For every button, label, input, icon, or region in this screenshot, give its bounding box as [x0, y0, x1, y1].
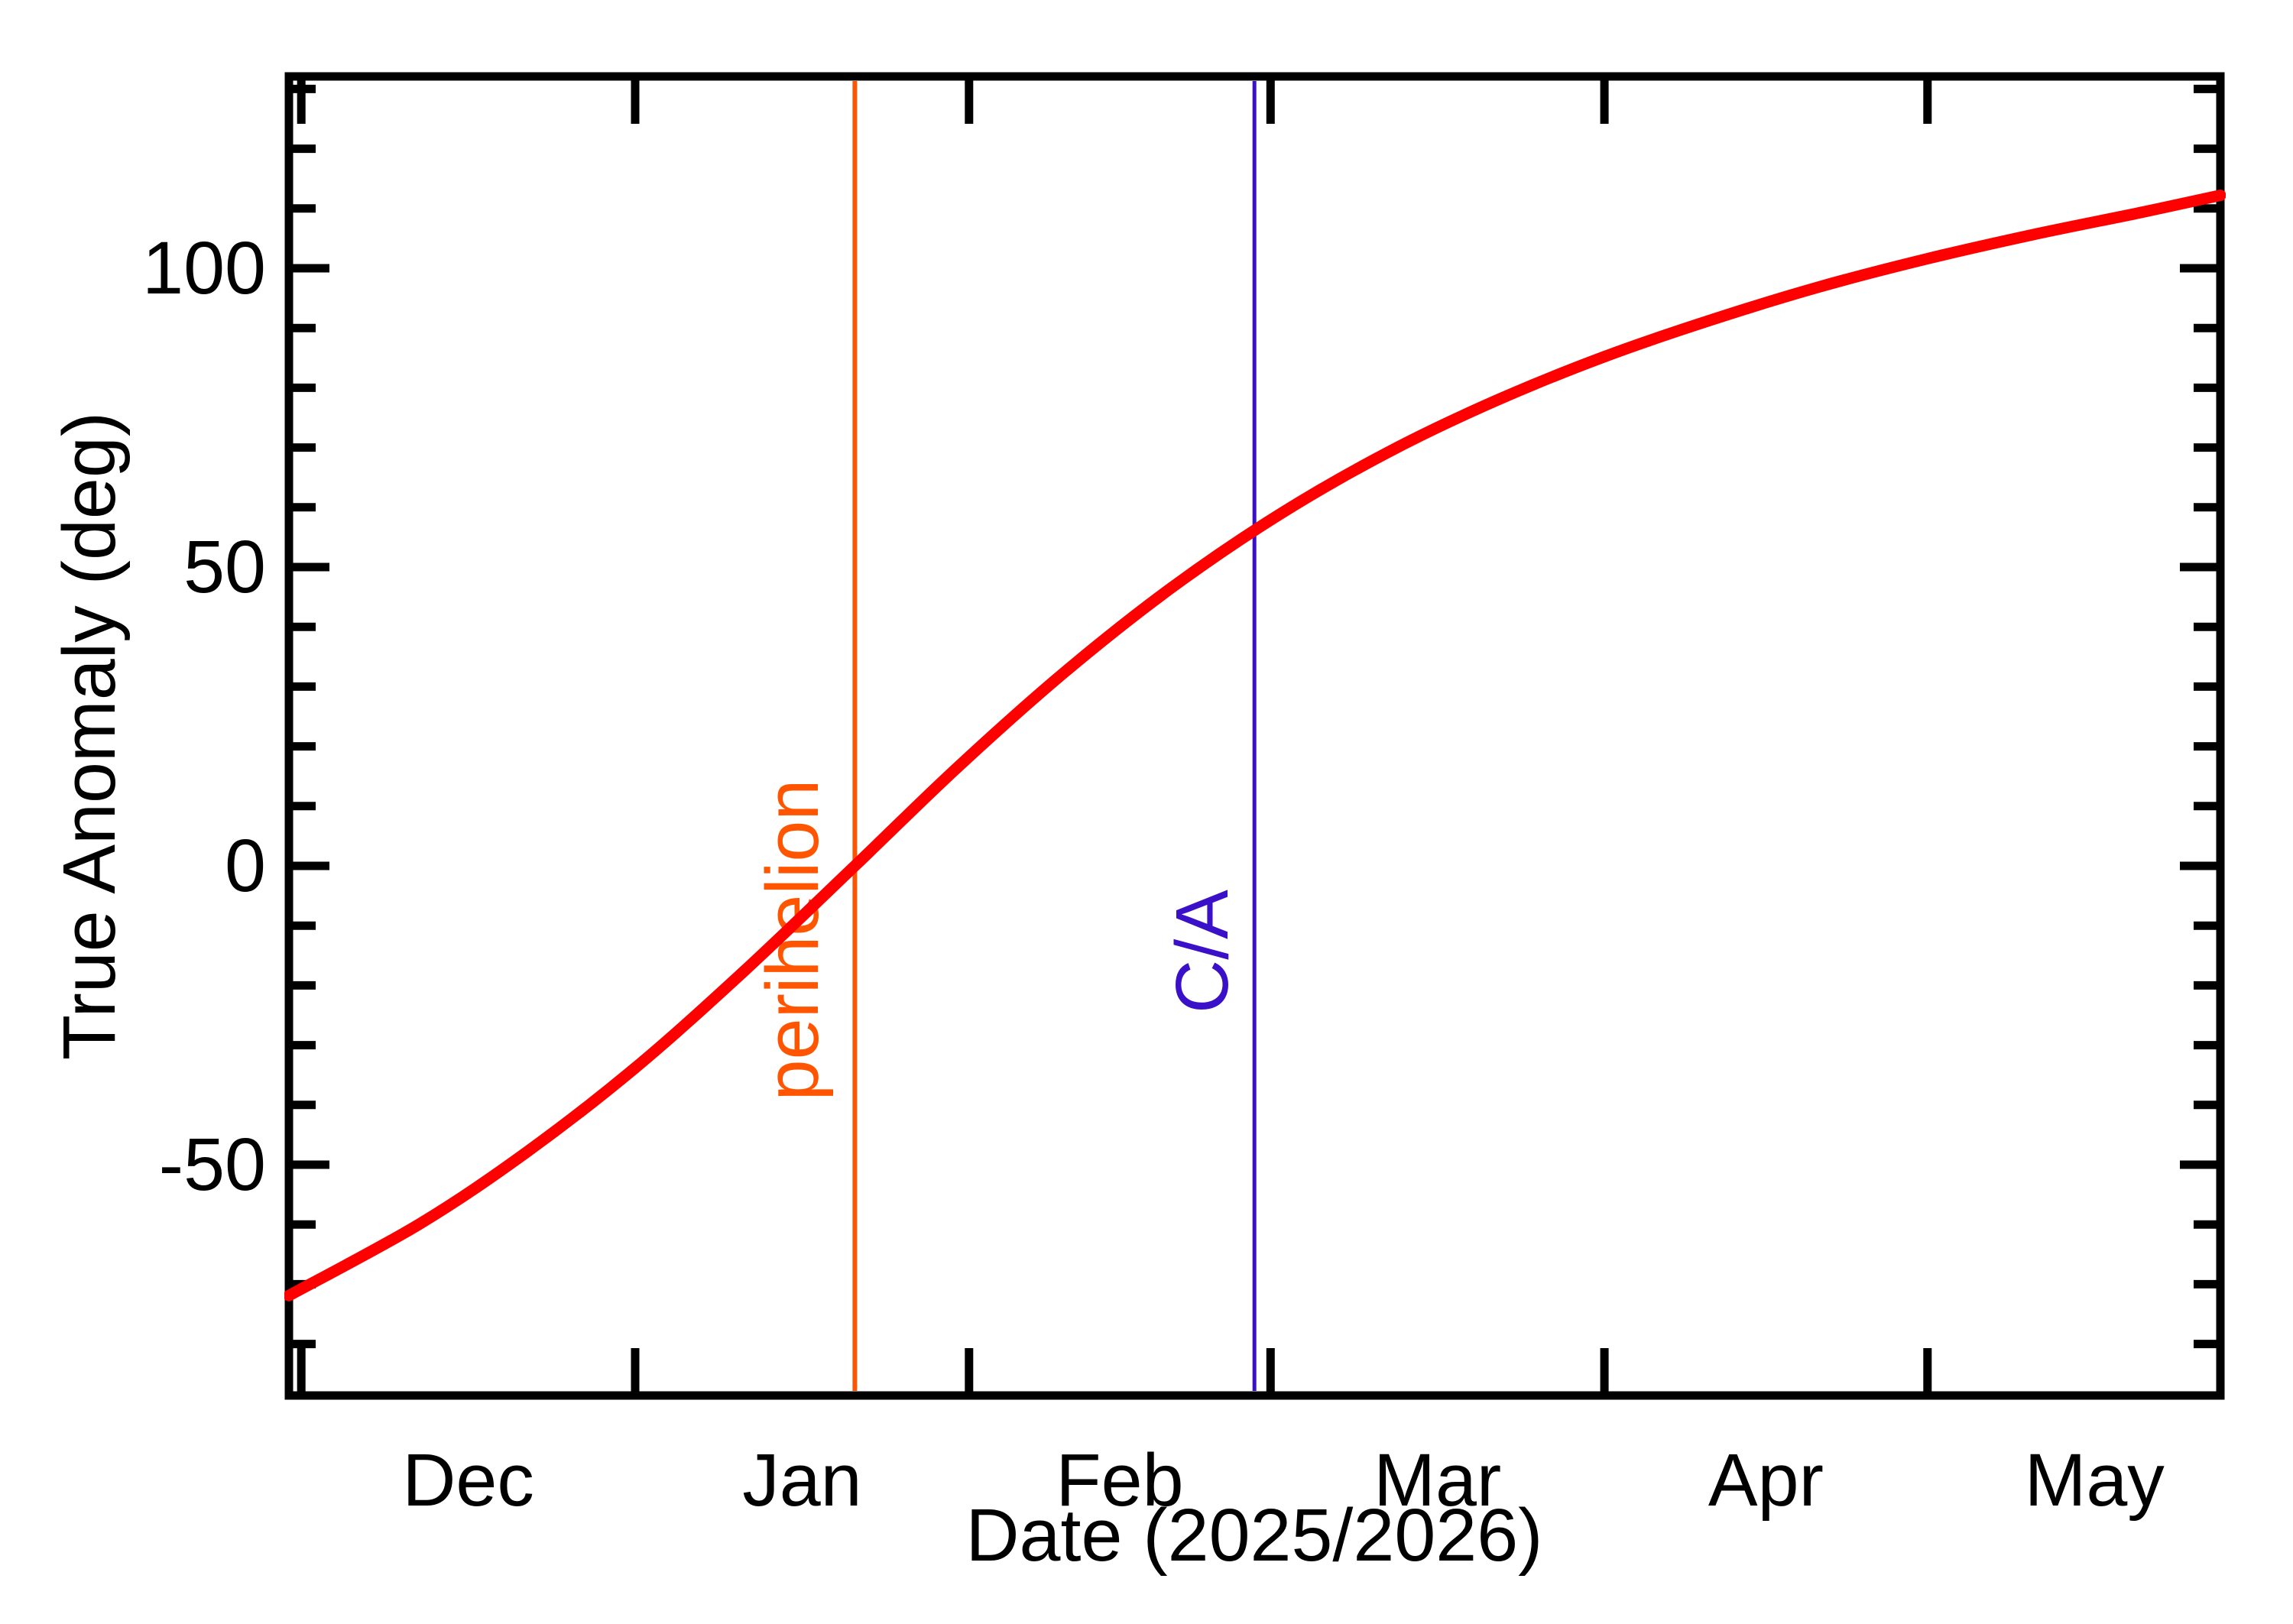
- y-tick-label--50: -50: [159, 1123, 266, 1206]
- y-ticks-left: [289, 84, 329, 1349]
- x-ticks-top: [297, 79, 1932, 124]
- y-axis-title: True Anomaly (deg): [47, 412, 131, 1060]
- true-anomaly-curve: [284, 190, 2226, 1301]
- annotation-lines: [852, 81, 1257, 1391]
- x-tick-label-mar: Mar: [1374, 1438, 1501, 1522]
- x-tick-label-feb: Feb: [1056, 1438, 1183, 1522]
- y-ticks-right: [2180, 84, 2220, 1349]
- x-tick-label-jan: Jan: [742, 1438, 861, 1522]
- perihelion-label: perihelion: [751, 780, 834, 1101]
- y-tick-label-100: 100: [142, 226, 266, 310]
- x-tick-label-apr: Apr: [1708, 1438, 1824, 1522]
- close-approach-label: C/A: [1160, 890, 1244, 1013]
- plot-frame: [284, 72, 2225, 1400]
- x-tick-labels: Dec Jan Feb Mar Apr May: [402, 1438, 2165, 1522]
- x-axis-title: Date (2025/2026): [966, 1493, 1543, 1577]
- x-tick-label-dec: Dec: [402, 1438, 534, 1522]
- x-ticks-bottom: [297, 1348, 1932, 1392]
- y-tick-label-50: 50: [183, 525, 266, 608]
- series-lines: [284, 190, 2226, 1301]
- x-tick-label-may: May: [2025, 1438, 2165, 1522]
- y-tick-labels: 100 50 0 -50: [142, 226, 266, 1206]
- y-tick-label-0: 0: [225, 824, 266, 907]
